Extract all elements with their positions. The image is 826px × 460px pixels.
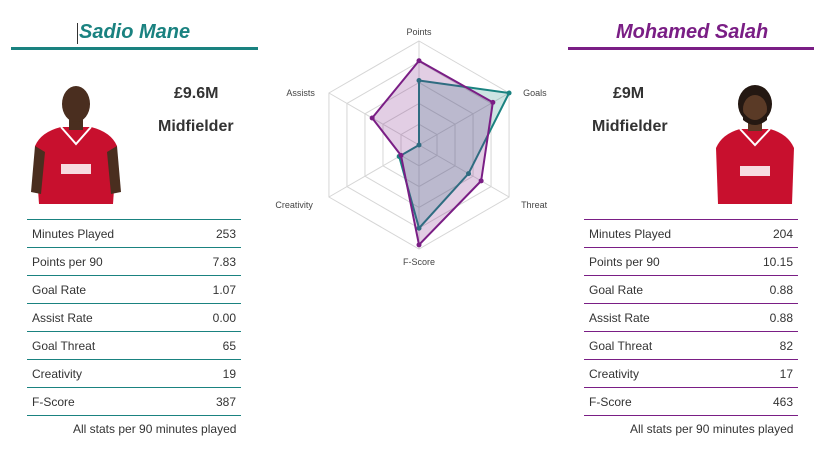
- radar-point: [416, 142, 422, 148]
- stats-row: Minutes Played 204: [584, 219, 798, 248]
- player-name-right: Mohamed Salah: [616, 21, 769, 43]
- stats-row: Goal Rate 0.88: [584, 275, 798, 304]
- radar-point: [416, 58, 422, 64]
- stats-row: F-Score 463: [584, 387, 798, 416]
- radar-axis-label: Threat: [521, 200, 548, 210]
- stat-value: 0.88: [733, 303, 798, 332]
- stats-row: Goal Rate 1.07: [27, 275, 241, 304]
- radar-spoke: [418, 144, 510, 198]
- radar-point: [490, 99, 496, 105]
- stat-label: Assist Rate: [27, 303, 185, 332]
- radar-chart: Points Goals Threat F-Score Creativity Assist…: [275, 27, 547, 267]
- stat-value: 463: [733, 387, 798, 416]
- text-cursor: [77, 23, 78, 44]
- stat-label: Creativity: [584, 359, 734, 388]
- player-photo-right: [716, 85, 794, 204]
- stat-label: Minutes Played: [584, 219, 734, 248]
- player-silhouette-icon: [31, 86, 121, 204]
- stat-value: 387: [184, 387, 241, 416]
- stat-value: 253: [184, 219, 241, 248]
- footnote-left: All stats per 90 minutes played: [73, 422, 237, 436]
- name-underline-right: [568, 47, 814, 50]
- radar-axis-labels: Points Goals Threat F-Score Creativity Assist…: [275, 27, 547, 267]
- radar-point: [506, 90, 512, 96]
- radar-axis-label: F-Score: [403, 257, 435, 267]
- stat-value: 0.00: [184, 303, 241, 332]
- stat-label: Assist Rate: [584, 303, 734, 332]
- radar-axis-label: Goals: [523, 88, 547, 98]
- stat-label: Minutes Played: [27, 219, 185, 248]
- radar-point: [478, 178, 484, 184]
- radar-axis-label: Assists: [286, 88, 315, 98]
- stats-row: Assist Rate 0.88: [584, 303, 798, 332]
- stats-row: Points per 90 7.83: [27, 247, 241, 276]
- stats-row: Assist Rate 0.00: [27, 303, 241, 332]
- stat-value: 7.83: [184, 247, 241, 276]
- stat-value: 204: [733, 219, 798, 248]
- player-photo-left: [31, 86, 121, 204]
- player-position-right: Midfielder: [592, 118, 668, 135]
- stat-label: Points per 90: [584, 247, 734, 276]
- stats-row: F-Score 387: [27, 387, 241, 416]
- radar-axis-label: Creativity: [275, 200, 313, 210]
- stat-label: Points per 90: [27, 247, 185, 276]
- stat-label: Creativity: [27, 359, 185, 388]
- stat-label: Goal Rate: [584, 275, 734, 304]
- radar-point: [398, 152, 404, 158]
- stat-label: Goal Threat: [27, 331, 185, 360]
- stats-row: Creativity 17: [584, 359, 798, 388]
- stat-value: 1.07: [184, 275, 241, 304]
- player-price-left: £9.6M: [174, 85, 219, 102]
- radar-axis-label: Points: [406, 27, 432, 37]
- radar-point: [416, 225, 422, 231]
- stat-value: 0.88: [733, 275, 798, 304]
- radar-series: [369, 58, 512, 248]
- stat-label: Goal Rate: [27, 275, 185, 304]
- stat-label: F-Score: [584, 387, 734, 416]
- player-name-left: Sadio Mane: [79, 21, 191, 43]
- stat-label: F-Score: [27, 387, 185, 416]
- stat-value: 10.15: [733, 247, 798, 276]
- stats-row: Minutes Played 253: [27, 219, 241, 248]
- stats-row: Goal Threat 65: [27, 331, 241, 360]
- stats-table-right: Minutes Played 204 Points per 90 10.15 Goa…: [584, 219, 798, 416]
- radar-point: [369, 115, 375, 121]
- stat-value: 65: [184, 331, 241, 360]
- radar-point: [416, 78, 422, 84]
- stat-value: 19: [184, 359, 241, 388]
- player-price-right: £9M: [613, 85, 645, 102]
- name-underline-left: [11, 47, 258, 50]
- stats-row: Points per 90 10.15: [584, 247, 798, 276]
- player-silhouette-icon: [716, 85, 794, 204]
- stats-table-left: Minutes Played 253 Points per 90 7.83 Goal…: [27, 219, 241, 416]
- stat-value: 82: [733, 331, 798, 360]
- radar-point: [416, 242, 422, 248]
- stats-row: Creativity 19: [27, 359, 241, 388]
- footnote-right: All stats per 90 minutes played: [630, 422, 794, 436]
- stat-label: Goal Threat: [584, 331, 734, 360]
- stat-value: 17: [733, 359, 798, 388]
- player-position-left: Midfielder: [158, 118, 234, 135]
- stats-row: Goal Threat 82: [584, 331, 798, 360]
- radar-point: [466, 171, 472, 177]
